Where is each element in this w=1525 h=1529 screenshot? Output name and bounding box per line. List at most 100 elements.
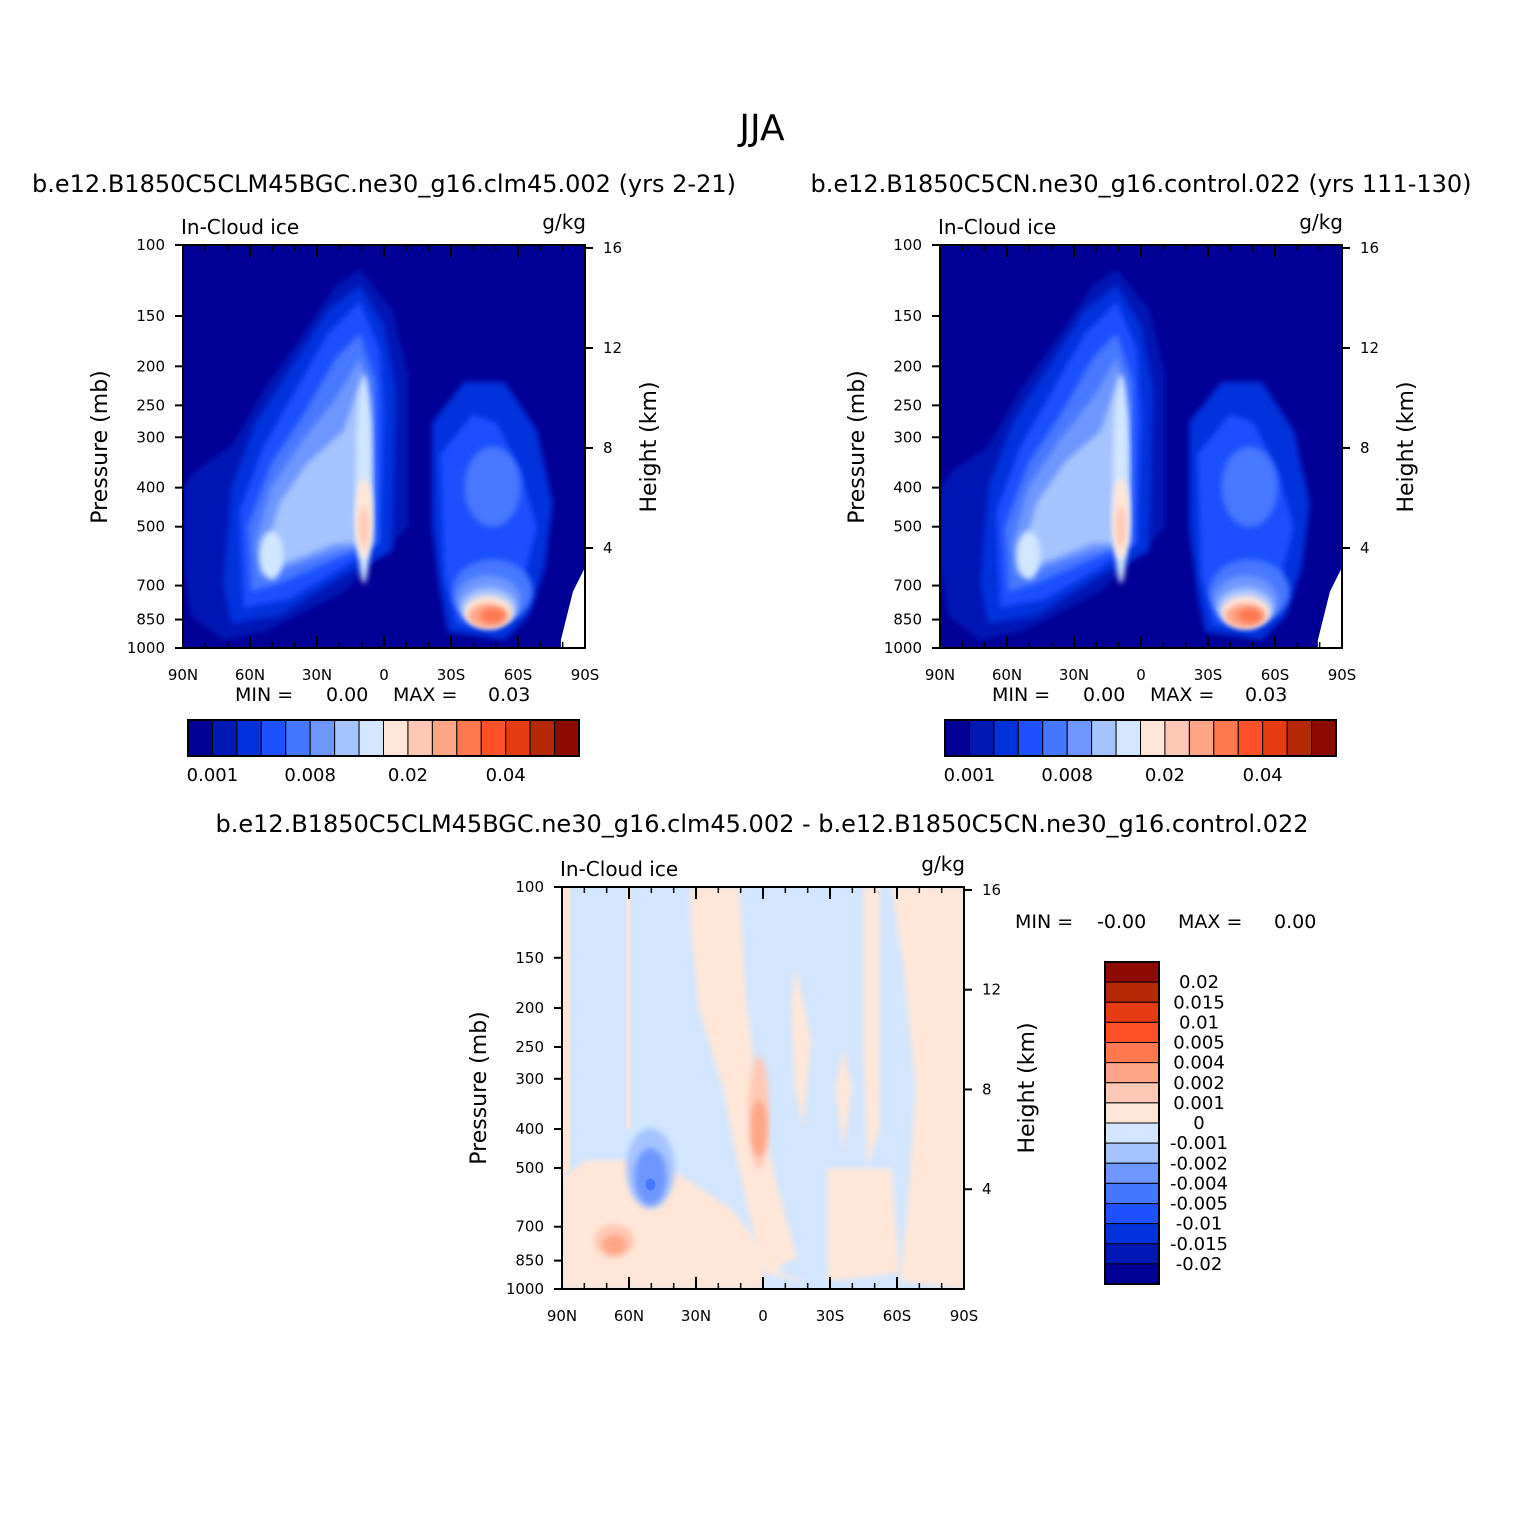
x-tick-label: 30S	[816, 1307, 845, 1325]
colorbar-swatch	[1104, 1082, 1160, 1104]
x-tick-label: 60N	[235, 666, 265, 684]
panel-b-axes: 90N 60N 30N 0 30S 60S 90S 100 150 200 250 300 400 500…	[884, 236, 1379, 684]
panel-a-variable-label: In-Cloud ice	[181, 215, 299, 239]
panel-b-colorbar: 0.001 0.008 0.02 0.04	[944, 719, 1337, 786]
panel-b-ylabel-right: Height (km)	[1394, 381, 1419, 512]
colorbar-label: 0.02	[1179, 972, 1219, 993]
contour-level	[464, 446, 521, 528]
y-tick-label: 850	[893, 611, 922, 629]
contour-level	[480, 608, 505, 624]
panel-a-min-label: MIN =	[235, 684, 293, 706]
panel-c-max-label: MAX =	[1178, 911, 1242, 933]
colorbar-label: -0.002	[1170, 1153, 1228, 1174]
y-right-tick-label: 4	[603, 539, 613, 557]
y-tick-label: 250	[136, 396, 165, 414]
contour-level	[1221, 446, 1278, 528]
y-tick-label: 300	[136, 428, 165, 446]
y-tick-label: 250	[515, 1038, 544, 1056]
y-right-tick-label: 16	[1360, 239, 1379, 257]
colorbar-label: 0.001	[944, 765, 996, 786]
x-tick-label: 0	[1136, 666, 1146, 684]
colorbar-swatch	[211, 719, 238, 757]
panel-c-variable-label: In-Cloud ice	[560, 857, 678, 881]
colorbar-label: 0.005	[1173, 1033, 1225, 1054]
colorbar-label: 0.01	[1179, 1012, 1219, 1033]
x-tick-label: 90N	[547, 1307, 577, 1325]
contour-level	[750, 1100, 768, 1157]
panel-b-shading	[940, 269, 1342, 648]
x-tick-label: 60N	[614, 1307, 644, 1325]
colorbar-swatch	[1017, 719, 1044, 757]
colorbar-swatch	[1104, 1042, 1160, 1064]
colorbar-swatch	[407, 719, 433, 757]
colorbar-swatch	[334, 719, 360, 757]
panel-a-ylabel: Pressure (mb)	[88, 370, 113, 524]
panel-c-ylabel-right: Height (km)	[1015, 1022, 1040, 1153]
colorbar-swatch	[944, 719, 970, 757]
x-tick-label: 30N	[681, 1307, 711, 1325]
y-right-tick-label: 4	[1360, 539, 1370, 557]
y-tick-label: 500	[136, 518, 165, 536]
y-tick-label: 300	[515, 1070, 544, 1088]
panel-b: In-Cloud ice g/kg 90N 60N 30N 0 30S 60S 90S 100…	[845, 210, 1419, 786]
panel-a-min-value: 0.00	[326, 684, 368, 706]
panel-b-max-value: 0.03	[1245, 684, 1287, 706]
colorbar-swatch	[1104, 1021, 1160, 1043]
colorbar-swatch	[309, 719, 336, 757]
colorbar-swatch	[383, 719, 409, 757]
colorbar-swatch	[1213, 719, 1239, 757]
colorbar-label: -0.005	[1170, 1194, 1228, 1215]
colorbar-swatch	[1104, 1243, 1160, 1265]
colorbar-label: 0.001	[187, 765, 239, 786]
colorbar-swatch	[1066, 719, 1093, 757]
x-tick-label: 60N	[992, 666, 1022, 684]
contour-level	[1317, 567, 1342, 648]
panel-c-contour-field	[562, 887, 964, 1289]
y-tick-label: 850	[515, 1252, 544, 1270]
panel-b-min-label: MIN =	[992, 684, 1050, 706]
y-tick-label: 1000	[127, 639, 165, 657]
panel-c-min-label: MIN =	[1015, 911, 1073, 933]
panel-c-shading	[562, 887, 964, 1289]
colorbar-swatch	[1164, 719, 1190, 757]
colorbar-swatch	[505, 719, 531, 757]
y-tick-label: 400	[893, 479, 922, 497]
colorbar-frame	[944, 719, 1337, 757]
panel-b-variable-label: In-Cloud ice	[938, 215, 1056, 239]
panel-a-units-label: g/kg	[542, 210, 586, 234]
colorbar-frame	[1104, 961, 1160, 1285]
x-tick-label: 90N	[168, 666, 198, 684]
panel-b-max-label: MAX =	[1150, 684, 1214, 706]
panel-a-shading	[183, 269, 585, 648]
y-right-tick-label: 12	[982, 981, 1001, 999]
colorbar-swatch	[1286, 719, 1313, 757]
colorbar-label: -0.004	[1170, 1173, 1228, 1194]
contour-level	[259, 531, 284, 580]
x-tick-label: 90S	[571, 666, 600, 684]
colorbar-swatch	[456, 719, 482, 757]
panel-c-units-label: g/kg	[921, 852, 965, 876]
contour-level	[1016, 531, 1041, 580]
panel-a: In-Cloud ice g/kg 90N 60N 30N 0 30S 60S 90S 100…	[88, 210, 662, 786]
colorbar-swatch	[1104, 1203, 1160, 1225]
colorbar-swatch	[993, 719, 1019, 757]
panel-c-ylabel: Pressure (mb)	[467, 1011, 492, 1165]
colorbar-swatch	[1104, 1122, 1160, 1144]
y-right-tick-label: 8	[1360, 439, 1370, 457]
y-right-tick-label: 16	[982, 881, 1001, 899]
contour-level	[891, 887, 964, 1289]
x-tick-label: 0	[379, 666, 389, 684]
panel-b-subtitle: b.e12.B1850C5CN.ne30_g16.control.022 (yr…	[810, 170, 1471, 198]
colorbar-swatch	[1104, 1062, 1160, 1084]
x-tick-label: 90S	[950, 1307, 979, 1325]
colorbar-swatch	[968, 719, 995, 757]
colorbar-swatch	[236, 719, 262, 757]
colorbar-swatch	[1311, 719, 1337, 757]
x-tick-label: 30S	[437, 666, 466, 684]
colorbar-swatch	[1188, 719, 1215, 757]
contour-level	[690, 887, 804, 1281]
contour-level	[1020, 382, 1127, 568]
y-tick-label: 200	[136, 357, 165, 375]
panel-b-units-label: g/kg	[1299, 210, 1343, 234]
